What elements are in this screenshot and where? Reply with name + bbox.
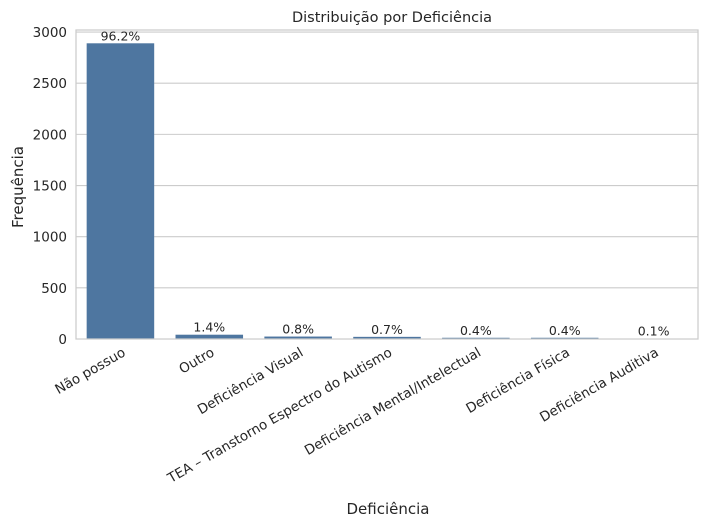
x-tick-label-outro: Outro — [176, 345, 217, 378]
data-label-deficiencia-fisica: 0.4% — [549, 323, 581, 338]
bar-outro — [175, 334, 244, 339]
y-tick-label: 500 — [41, 281, 67, 297]
y-tick-label: 0 — [58, 332, 67, 348]
data-label-deficiencia-auditiva: 0.1% — [638, 324, 670, 339]
data-label-deficiencia-mental-intelectual: 0.4% — [460, 323, 492, 338]
data-label-tea-transtorno-espectro-do-autismo: 0.7% — [371, 322, 403, 337]
y-axis-title: Frequência — [9, 146, 27, 228]
bar-layer — [86, 43, 688, 339]
data-label-nao-possuo: 96.2% — [101, 28, 141, 43]
bar-deficiencia-visual — [264, 336, 332, 339]
chart-title: Distribuição por Deficiência — [292, 10, 492, 26]
y-tick-label: 1000 — [33, 230, 67, 246]
y-tick-labels: 0 500 1000 1500 2000 2500 3000 — [33, 25, 67, 348]
y-tick-label: 1500 — [33, 179, 67, 195]
y-tick-label: 2500 — [33, 76, 67, 92]
bar-tea-transtorno-espectro-do-autismo — [353, 336, 421, 339]
bar-nao-possuo — [86, 43, 155, 339]
data-label-deficiencia-visual: 0.8% — [282, 322, 314, 337]
x-tick-label-deficiencia-mental-intelectual: Deficiência Mental/Intelectual — [302, 345, 484, 459]
x-tick-label-nao-possuo: Não possuo — [52, 345, 128, 398]
data-labels: 96.2% 1.4% 0.8% 0.7% 0.4% 0.4% 0.1% — [101, 28, 670, 338]
y-tick-label: 3000 — [33, 25, 67, 41]
data-label-outro: 1.4% — [193, 320, 225, 335]
x-axis-title: Deficiência — [347, 500, 430, 518]
y-tick-label: 2000 — [33, 127, 67, 143]
plot-frame — [75, 29, 699, 340]
grid-layer — [76, 31, 698, 340]
